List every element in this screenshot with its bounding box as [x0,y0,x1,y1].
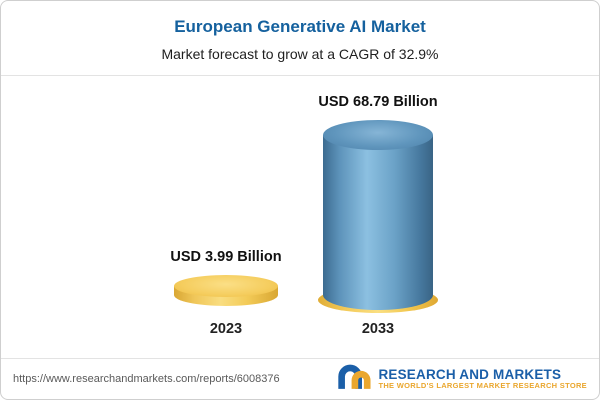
logo-tagline: THE WORLD'S LARGEST MARKET RESEARCH STOR… [378,381,587,391]
cylinder-2033-base [318,287,438,313]
report-url[interactable]: https://www.researchandmarkets.com/repor… [13,373,280,385]
category-label-2033: 2033 [361,321,395,337]
footer: https://www.researchandmarkets.com/repor… [1,359,599,399]
cylinder-2033-body [323,135,433,295]
chart-title: European Generative AI Market [174,17,426,36]
logo-title: RESEARCH AND MARKETS [378,366,562,382]
cylinder-2023-top [174,275,278,297]
footer-divider [1,358,599,359]
cylinder-2023-body [174,286,278,295]
logo-text: RESEARCH AND MARKETS THE WORLD'S LARGEST… [378,367,587,391]
research-and-markets-logo-icon [335,362,371,396]
chart-subtitle: Market forecast to grow at a CAGR of 32.… [161,46,439,62]
cylinder-2033-bottom [323,280,433,310]
category-label-2023: 2023 [209,321,243,337]
cylinder-2033-top [323,120,433,150]
research-and-markets-logo: RESEARCH AND MARKETS THE WORLD'S LARGEST… [335,362,587,396]
header-divider [1,75,599,76]
cylinder-2023-bottom [174,284,278,306]
value-label-2033: USD 68.79 Billion [318,94,438,110]
value-label-2023: USD 3.99 Billion [170,249,282,265]
